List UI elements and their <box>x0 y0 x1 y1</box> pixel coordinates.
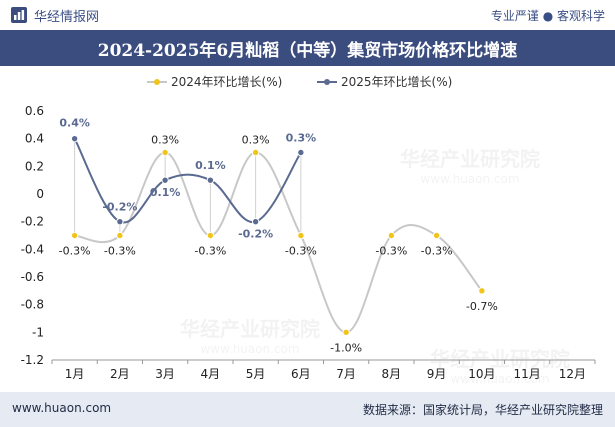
y-tick-label: 0.6 <box>25 104 44 118</box>
data-label-2024: -1.0% <box>330 341 362 354</box>
y-tick-label: -0.2 <box>21 215 44 229</box>
data-label-2024: 0.3% <box>151 134 179 147</box>
data-label-2025: 0.1% <box>195 159 226 172</box>
y-tick-label: -0.4 <box>21 242 44 256</box>
point-2024 <box>478 287 486 295</box>
data-label-2024: -0.3% <box>194 245 226 258</box>
tagline: 专业严谨 ● 客观科学 <box>490 9 605 23</box>
footer-source: 数据来源：国家统计局，华经产业研究院整理 <box>362 403 603 417</box>
point-2024 <box>70 231 79 240</box>
point-2025 <box>206 176 215 184</box>
data-label-2025: -0.2% <box>238 228 273 241</box>
point-2024 <box>251 148 260 157</box>
data-label-2025: 0.4% <box>59 117 90 130</box>
point-2024 <box>206 231 215 240</box>
point-2025 <box>70 134 79 143</box>
logo-icon <box>11 7 27 23</box>
point-2024 <box>116 231 124 240</box>
watermark-url: www.huaon.com <box>420 172 519 186</box>
point-2024 <box>432 231 441 240</box>
data-label-2024: -0.3% <box>421 245 453 258</box>
line-chart: 华经产业研究院www.huaon.com华经产业研究院www.huaon.com… <box>21 75 596 386</box>
brand-name: 华经情报网 <box>34 9 100 25</box>
data-label-2025: 0.1% <box>150 186 181 199</box>
point-2025 <box>161 176 169 184</box>
footer: www.huaon.com 数据来源：国家统计局，华经产业研究院整理 <box>0 392 615 427</box>
watermark-text: 华经产业研究院 <box>400 147 540 171</box>
point-2025 <box>251 217 260 226</box>
data-label-2024: 0.3% <box>242 134 270 147</box>
data-label-2024: -0.7% <box>466 300 498 313</box>
x-tick-label: 11月 <box>513 367 540 381</box>
legend-label-2024: 2024年环比增长(%) <box>171 75 282 89</box>
title-bar: 2024-2025年6月籼稻（中等）集贸市场价格环比增速 <box>0 30 615 66</box>
watermark-url: www.huaon.com <box>200 342 299 356</box>
data-label-2024: -0.3% <box>285 245 317 258</box>
point-2024 <box>297 231 305 240</box>
y-tick-label: 0 <box>36 187 44 201</box>
point-2024 <box>161 148 169 157</box>
brand-logo[interactable]: 华经情报网 <box>10 6 100 25</box>
x-tick-label: 1月 <box>65 367 85 381</box>
x-tick-label: 2月 <box>110 367 130 381</box>
watermark-text: 华经产业研究院 <box>430 347 570 371</box>
footer-site-link[interactable]: www.huaon.com <box>12 401 112 415</box>
x-tick-label: 3月 <box>155 367 175 381</box>
x-tick-label: 4月 <box>201 367 221 381</box>
top-bar: 华经情报网 专业严谨 ● 客观科学 <box>0 0 615 30</box>
legend-marker-2024 <box>154 79 160 85</box>
series-line-2025 <box>73 138 302 224</box>
x-tick-label: 8月 <box>382 367 402 381</box>
point-2025 <box>297 148 305 157</box>
y-tick-label: -0.8 <box>21 298 44 312</box>
x-tick-label: 7月 <box>336 367 356 381</box>
legend-label-2025: 2025年环比增长(%) <box>341 75 452 89</box>
legend-marker-2025 <box>324 79 330 85</box>
series-line-2024 <box>74 151 483 334</box>
y-tick-label: -1.2 <box>21 353 44 367</box>
data-label-2025: -0.2% <box>102 201 137 214</box>
x-tick-label: 9月 <box>427 367 447 381</box>
watermark-url: www.huaon.com <box>450 372 549 386</box>
y-tick-label: -0.6 <box>21 270 44 284</box>
x-tick-label: 6月 <box>291 367 311 381</box>
y-tick-label: -1 <box>32 325 44 339</box>
point-2025 <box>116 217 124 226</box>
data-label-2025: 0.3% <box>286 132 317 145</box>
x-tick-label: 10月 <box>468 367 495 381</box>
point-2024 <box>342 328 350 337</box>
y-tick-label: 0.4 <box>25 132 44 146</box>
watermark-text: 华经产业研究院 <box>180 317 320 341</box>
x-tick-label: 12月 <box>559 367 586 381</box>
data-label-2024: -0.3% <box>104 245 136 258</box>
data-label-2024: -0.3% <box>375 245 407 258</box>
y-tick-label: 0.2 <box>25 159 44 173</box>
point-2024 <box>387 231 396 240</box>
chart-title: 2024-2025年6月籼稻（中等）集贸市场价格环比增速 <box>97 40 518 61</box>
x-tick-label: 5月 <box>246 367 266 381</box>
data-label-2024: -0.3% <box>59 245 91 258</box>
